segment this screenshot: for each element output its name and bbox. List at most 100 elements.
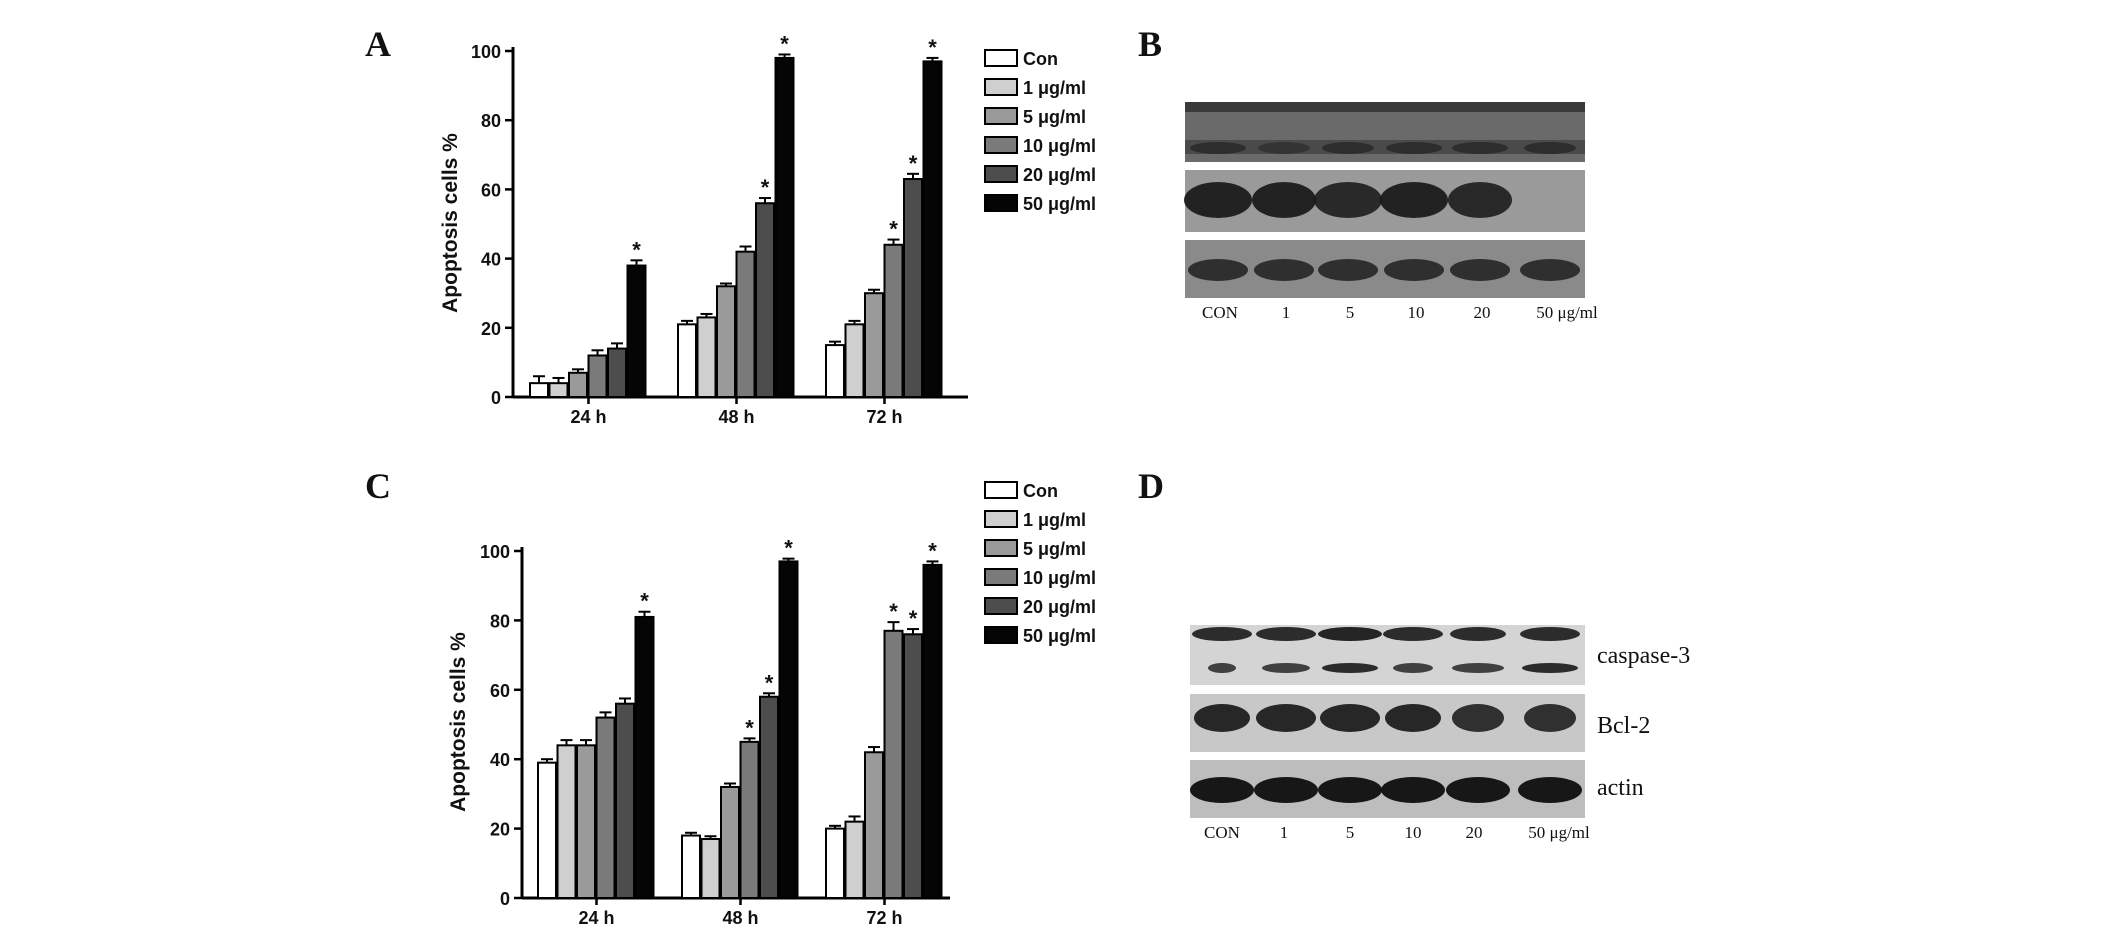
bar: [696, 316, 717, 399]
bar: [864, 751, 884, 900]
legend-swatch: [984, 539, 1018, 557]
bar: [864, 292, 884, 399]
legend-swatch: [984, 165, 1018, 183]
legend-swatch: [984, 49, 1018, 67]
panel-label-c: C: [365, 466, 391, 506]
significance-star: *: [632, 237, 641, 262]
bar: [903, 633, 923, 900]
bar: [677, 323, 697, 398]
bar: [634, 615, 655, 899]
legend-label: 1 μg/ml: [1023, 78, 1086, 98]
significance-star: *: [761, 175, 770, 200]
x-tick-label: 72 h: [866, 908, 902, 928]
legend-swatch: [984, 194, 1018, 212]
chart-c: Apoptosis cells % 0 20 40 60 80 100 * 24 h * * * 48…: [447, 481, 1096, 928]
bar: [607, 347, 627, 398]
chart-a-legend: Con 1 μg/ml 5 μg/ml 10 μg/ml 20 μg/ml 50 μg/m…: [984, 49, 1096, 214]
blot-band: [1190, 142, 1246, 154]
y-tick-label: 20: [490, 820, 510, 840]
bar: [587, 354, 608, 399]
bar: [774, 56, 795, 398]
y-tick-label: 100: [480, 542, 510, 562]
blot-d-band-label: caspase-3: [1597, 643, 1690, 669]
y-tick-label: 40: [490, 750, 510, 770]
blot-band: [1385, 704, 1441, 732]
blot-d-lane-label: 5: [1346, 823, 1355, 842]
blot-band: [1194, 704, 1250, 732]
y-tick-label: 60: [481, 180, 501, 200]
panel-label-a: A: [365, 24, 391, 64]
legend-label: 1 μg/ml: [1023, 510, 1086, 530]
blot-band: [1190, 777, 1254, 803]
bar: [556, 744, 577, 899]
legend-swatch: [984, 78, 1018, 96]
blot-b-lane-label: 20: [1474, 303, 1491, 322]
significance-star: *: [909, 151, 918, 176]
blot-band: [1322, 663, 1378, 673]
bar: [825, 344, 845, 399]
y-tick-label: 80: [490, 611, 510, 631]
chart-c-plot: 0 20 40 60 80 100 * 24 h * * * 48 h * * * 72 h: [480, 536, 950, 928]
bar: [626, 264, 647, 398]
legend-label: 20 μg/ml: [1023, 165, 1096, 185]
bar: [735, 250, 756, 398]
blot-band: [1322, 142, 1374, 154]
bar: [681, 834, 701, 899]
bar: [595, 716, 616, 899]
blot-band: [1450, 627, 1506, 641]
blot-band: [1518, 777, 1582, 803]
blot-band: [1254, 259, 1314, 281]
bar: [778, 560, 799, 899]
blot-b-lane-label: CON: [1202, 303, 1238, 322]
blot-band: [1452, 663, 1504, 673]
blot-d-lane-label: 10: [1405, 823, 1422, 842]
blot-band: [1450, 259, 1510, 281]
bar: [922, 563, 943, 899]
bar: [739, 740, 760, 899]
blot-band: [1446, 777, 1510, 803]
legend-label: 10 μg/ml: [1023, 136, 1096, 156]
blot-d-lane-label: 1: [1280, 823, 1289, 842]
significance-star: *: [889, 217, 898, 242]
blot-band: [1381, 777, 1445, 803]
legend-label: Con: [1023, 49, 1058, 69]
bar: [844, 323, 865, 398]
blot-band: [1208, 663, 1236, 673]
significance-star: *: [640, 589, 649, 614]
blot-band: [1320, 704, 1380, 732]
legend-label: 20 μg/ml: [1023, 597, 1096, 617]
blot-b-lane-label: 10: [1408, 303, 1425, 322]
blot-band: [1386, 142, 1442, 154]
legend-label: 5 μg/ml: [1023, 107, 1086, 127]
blot-band: [1393, 663, 1433, 673]
significance-star: *: [784, 536, 793, 561]
blot-band: [1192, 627, 1252, 641]
bar: [568, 371, 588, 398]
x-tick-label: 48 h: [722, 908, 758, 928]
blot-band: [1318, 627, 1382, 641]
western-blot-b: CON 1 5 10 20 50 μg/ml: [1184, 102, 1598, 322]
blot-d-band-label: Bcl-2: [1597, 713, 1650, 739]
x-tick-label: 72 h: [866, 407, 902, 427]
western-blot-d: caspase-3 Bcl-2 actin CON 1 5 10 20 50 μ…: [1190, 625, 1690, 842]
significance-star: *: [765, 670, 774, 695]
blot-band: [1258, 142, 1310, 154]
blot-band: [1252, 182, 1316, 218]
panel-label-b: B: [1138, 24, 1162, 64]
legend-label: 5 μg/ml: [1023, 539, 1086, 559]
blot-band: [1448, 182, 1512, 218]
y-tick-label: 80: [481, 111, 501, 131]
blot-band: [1314, 182, 1382, 218]
blot-band: [1188, 259, 1248, 281]
bar: [716, 285, 736, 398]
chart-c-legend: Con 1 μg/ml 5 μg/ml 10 μg/ml 20 μg/ml 50 μg/m…: [984, 481, 1096, 646]
legend-swatch: [984, 568, 1018, 586]
bar: [700, 838, 721, 900]
bar: [537, 761, 557, 899]
bar: [548, 382, 569, 399]
y-tick-label: 60: [490, 681, 510, 701]
blot-b-lane-label: 1: [1282, 303, 1291, 322]
legend-swatch: [984, 626, 1018, 644]
blot-b-lane-label: 5: [1346, 303, 1355, 322]
